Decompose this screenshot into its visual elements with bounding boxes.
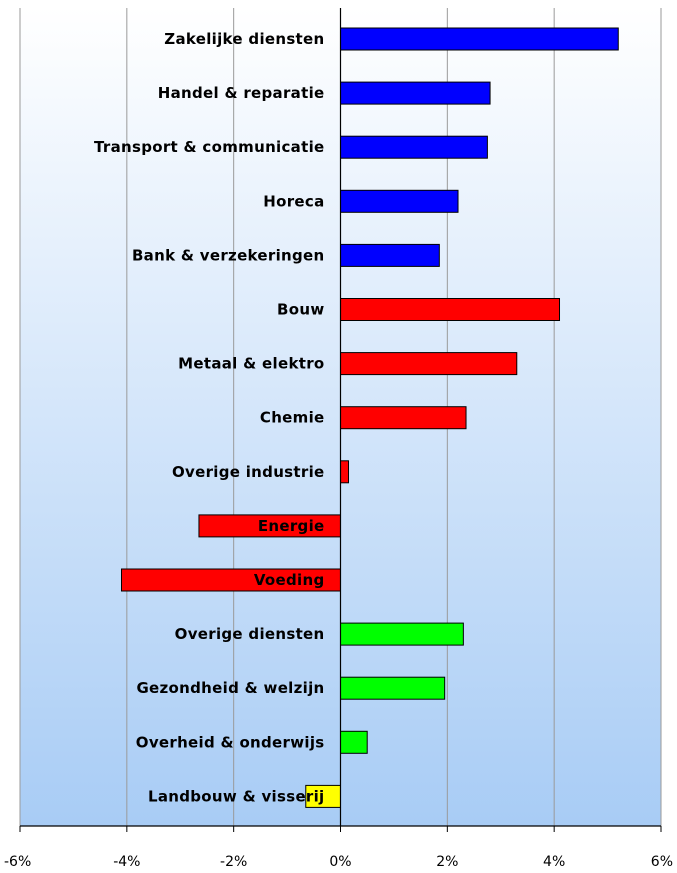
category-label-13: Overheid & onderwijs [136,733,325,751]
bar-3 [340,189,459,213]
category-label-6: Metaal & elektro [178,355,324,373]
category-label-10: Voeding [254,571,325,589]
category-label-11: Overige diensten [175,625,325,643]
category-label-0: Zakelijke diensten [164,30,324,48]
x-tick-label-5: 4% [543,854,565,870]
category-label-5: Bouw [277,301,324,319]
category-label-7: Chemie [260,409,325,427]
bar-8 [340,460,350,484]
category-label-4: Bank & verzekeringen [132,246,325,264]
category-label-1: Handel & reparatie [158,84,325,102]
x-tick-label-4: 2% [436,854,458,870]
bar-4 [340,243,440,267]
category-label-2: Transport & communicatie [94,138,325,156]
category-label-14: Landbouw & visserij [148,787,325,805]
x-tick-label-1: -4% [113,854,140,870]
bar-12 [340,676,446,700]
x-tick-labels: -6% -4% -2% 0% 2% 4% 6% [4,854,673,870]
category-label-12: Gezondheid & welzijn [136,679,324,697]
bar-6 [340,352,518,376]
category-labels: Zakelijke diensten Handel & reparatie Tran… [94,30,325,805]
x-tick-label-0: -6% [4,854,31,870]
x-tick-label-3: 0% [329,854,351,870]
x-tick-label-2: -2% [220,854,247,870]
bar-11 [340,622,464,646]
bar-0 [340,27,619,51]
category-label-9: Energie [258,517,325,535]
x-tick-label-6: 6% [651,854,673,870]
category-label-8: Overige industrie [172,463,325,481]
x-axis [19,8,662,832]
bar-1 [340,81,491,105]
category-label-3: Horeca [263,192,324,210]
bar-2 [340,135,488,159]
bar-5 [340,298,561,321]
bar-13 [340,730,368,754]
bar-7 [340,406,467,430]
